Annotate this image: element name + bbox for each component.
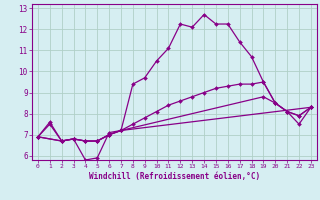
X-axis label: Windchill (Refroidissement éolien,°C): Windchill (Refroidissement éolien,°C) [89,172,260,181]
